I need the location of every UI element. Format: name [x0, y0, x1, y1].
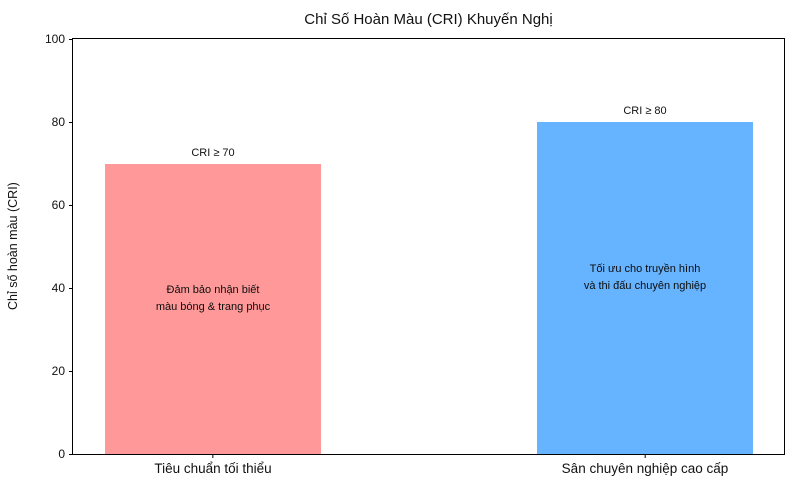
y-tick-mark [69, 370, 73, 372]
x-tick-label: Sân chuyên nghiệp cao cấp [561, 461, 729, 476]
x-tick-mark [644, 454, 646, 458]
bar-inner-label-line: Tối ưu cho truyền hình [589, 262, 701, 275]
bar-annotation-cri-70: CRI ≥ 70 [191, 146, 235, 159]
y-tick-mark [69, 287, 73, 289]
x-tick: Tiêu chuẩn tối thiểu [154, 454, 272, 476]
y-tick-mark [69, 453, 73, 455]
x-tick: Sân chuyên nghiệp cao cấp [561, 454, 729, 476]
bar-inner-label-line: và thi đấu chuyên nghiệp [583, 280, 707, 292]
bar-inner-label-line: màu bóng & trang phục [155, 300, 271, 313]
x-tick-mark [212, 454, 214, 458]
y-axis-label: Chỉ số hoàn màu (CRI) [6, 182, 20, 311]
chart-title: Chỉ Số Hoàn Màu (CRI) Khuyến Nghị [304, 11, 553, 28]
bar-inner-label-line: Đảm bảo nhận biết [166, 283, 260, 296]
y-tick-mark [69, 121, 73, 123]
y-tick-mark [69, 38, 73, 40]
bar-inner-label: Đảm bảo nhận biết màu bóng & trang phục [105, 282, 321, 316]
x-tick-label: Tiêu chuẩn tối thiểu [154, 461, 272, 476]
bar-minimum-standard: CRI ≥ 70 Đảm bảo nhận biết màu bóng & tr… [105, 147, 321, 454]
bar-annotation-cri-80: CRI ≥ 80 [623, 105, 667, 117]
bar-inner-label: Tối ưu cho truyền hình và thi đấu chuyên… [537, 261, 753, 295]
bar-professional-stadium: CRI ≥ 80 Tối ưu cho truyền hình và thi đ… [537, 105, 753, 454]
plot-area: 0 20 40 60 80 100 CRI ≥ 70 Đảm bảo nhận … [45, 33, 785, 476]
y-tick-mark [69, 204, 73, 206]
